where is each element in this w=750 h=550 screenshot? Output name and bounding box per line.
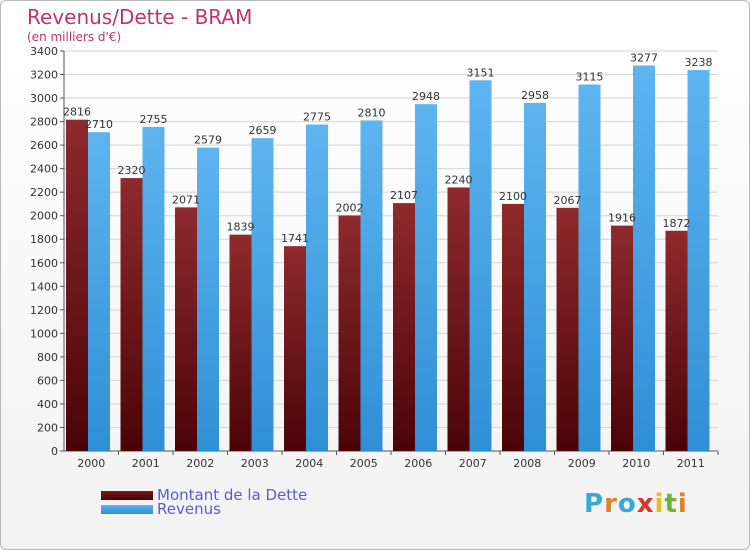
- y-tick-label: 1200: [30, 304, 58, 317]
- y-tick-label: 3400: [30, 45, 58, 58]
- x-tick-label: 2006: [404, 457, 432, 470]
- y-tick-label: 600: [37, 374, 58, 387]
- bar-debt: [447, 187, 470, 451]
- data-label-revenue: 2958: [521, 89, 549, 102]
- logo-letter: r: [604, 489, 618, 519]
- bar-revenue: [578, 84, 601, 451]
- y-tick-label: 3000: [30, 92, 58, 105]
- data-label-debt: 1839: [227, 221, 255, 234]
- data-label-revenue: 2579: [194, 134, 222, 147]
- bar-revenue: [415, 104, 437, 452]
- bar-debt: [284, 246, 306, 451]
- legend-label-revenue: Revenus: [157, 500, 221, 518]
- bar-revenue: [360, 120, 383, 451]
- logo-letter: P: [584, 489, 605, 519]
- data-label-revenue: 2755: [140, 113, 168, 126]
- y-tick-label: 2800: [30, 116, 58, 129]
- chart-subtitle: (en milliers d'€): [27, 30, 122, 44]
- x-tick-label: 2004: [295, 457, 323, 470]
- bar-debt: [665, 230, 688, 451]
- y-tick-label: 800: [37, 351, 58, 364]
- y-tick-label: 400: [37, 398, 58, 411]
- y-tick-label: 2600: [30, 139, 58, 152]
- bar-revenue: [306, 124, 328, 451]
- data-label-revenue: 2810: [358, 106, 386, 119]
- data-label-debt: 2320: [118, 164, 146, 177]
- y-tick-label: 2400: [30, 163, 58, 176]
- bar-debt: [66, 119, 88, 452]
- data-label-revenue: 2948: [412, 90, 440, 103]
- logo-letter: o: [617, 489, 637, 519]
- data-label-debt: 1872: [663, 217, 691, 230]
- x-tick-label: 2011: [677, 457, 705, 470]
- y-tick-label: 1400: [30, 280, 58, 293]
- data-label-debt: 2071: [172, 193, 200, 206]
- x-tick-label: 2009: [568, 457, 596, 470]
- bar-revenue: [88, 132, 110, 452]
- y-tick-label: 0: [51, 445, 58, 458]
- x-tick-label: 2008: [513, 457, 541, 470]
- x-tick-label: 2002: [186, 457, 214, 470]
- x-tick-label: 2001: [132, 457, 160, 470]
- data-label-revenue: 3238: [685, 56, 713, 69]
- axes: 0 200 400 600 800 1000 1200 1400 1600 1800 2000 220…: [30, 45, 719, 470]
- bars: [66, 65, 710, 452]
- bar-debt: [556, 207, 579, 451]
- data-label-debt: 1916: [608, 212, 636, 225]
- y-tick-label: 200: [37, 421, 58, 434]
- x-tick-label: 2007: [459, 457, 487, 470]
- data-label-debt: 2107: [390, 189, 418, 202]
- bar-revenue: [142, 126, 165, 451]
- y-tick-label: 2200: [30, 186, 58, 199]
- legend-swatch-debt: [101, 490, 153, 500]
- logo-letter: i: [677, 489, 688, 519]
- x-tick-label: 2000: [77, 457, 105, 470]
- x-tick-label: 2010: [622, 457, 650, 470]
- legend-swatch-revenue: [101, 504, 153, 514]
- y-tick-label: 3200: [30, 69, 58, 82]
- data-label-debt: 1741: [281, 232, 309, 245]
- data-label-debt: 2067: [554, 194, 582, 207]
- bar-debt: [502, 203, 524, 451]
- legend-item-debt: Montant de la Dette: [101, 486, 308, 504]
- logo-letter: i: [654, 489, 665, 519]
- data-label-debt: 2100: [499, 190, 527, 203]
- bar-revenue: [197, 147, 219, 451]
- legend-item-revenue: Revenus: [101, 500, 221, 518]
- logo-letter: x: [636, 489, 655, 519]
- data-label-debt: 2002: [336, 201, 364, 214]
- x-tick-label: 2003: [241, 457, 269, 470]
- data-label-revenue: 2710: [85, 118, 113, 131]
- bar-revenue: [469, 80, 492, 451]
- bar-debt: [175, 207, 197, 451]
- logo-letter: t: [664, 489, 678, 519]
- chart-title: Revenus/Dette - BRAM: [27, 5, 253, 29]
- data-label-debt: 2240: [445, 173, 473, 186]
- bar-debt: [338, 215, 361, 451]
- bar-debt: [120, 178, 143, 451]
- bar-debt: [393, 203, 415, 451]
- bar-debt: [229, 234, 252, 451]
- y-tick-label: 1600: [30, 257, 58, 270]
- y-tick-label: 1800: [30, 233, 58, 246]
- data-label-revenue: 2775: [303, 111, 331, 124]
- data-label-debt: 2816: [63, 106, 91, 119]
- bar-debt: [611, 225, 633, 451]
- bar-revenue: [687, 70, 710, 451]
- bar-revenue: [524, 103, 546, 451]
- data-label-revenue: 3277: [630, 51, 658, 64]
- legend-label-debt: Montant de la Dette: [157, 486, 308, 504]
- y-tick-label: 1000: [30, 327, 58, 340]
- bar-revenue: [251, 138, 274, 452]
- proxiti-logo: Proxiti: [584, 489, 688, 519]
- bar-revenue: [633, 65, 655, 452]
- x-tick-label: 2005: [350, 457, 378, 470]
- data-label-revenue: 2659: [249, 124, 277, 137]
- data-label-revenue: 3115: [576, 71, 604, 84]
- y-tick-label: 2000: [30, 210, 58, 223]
- data-label-revenue: 3151: [467, 66, 495, 79]
